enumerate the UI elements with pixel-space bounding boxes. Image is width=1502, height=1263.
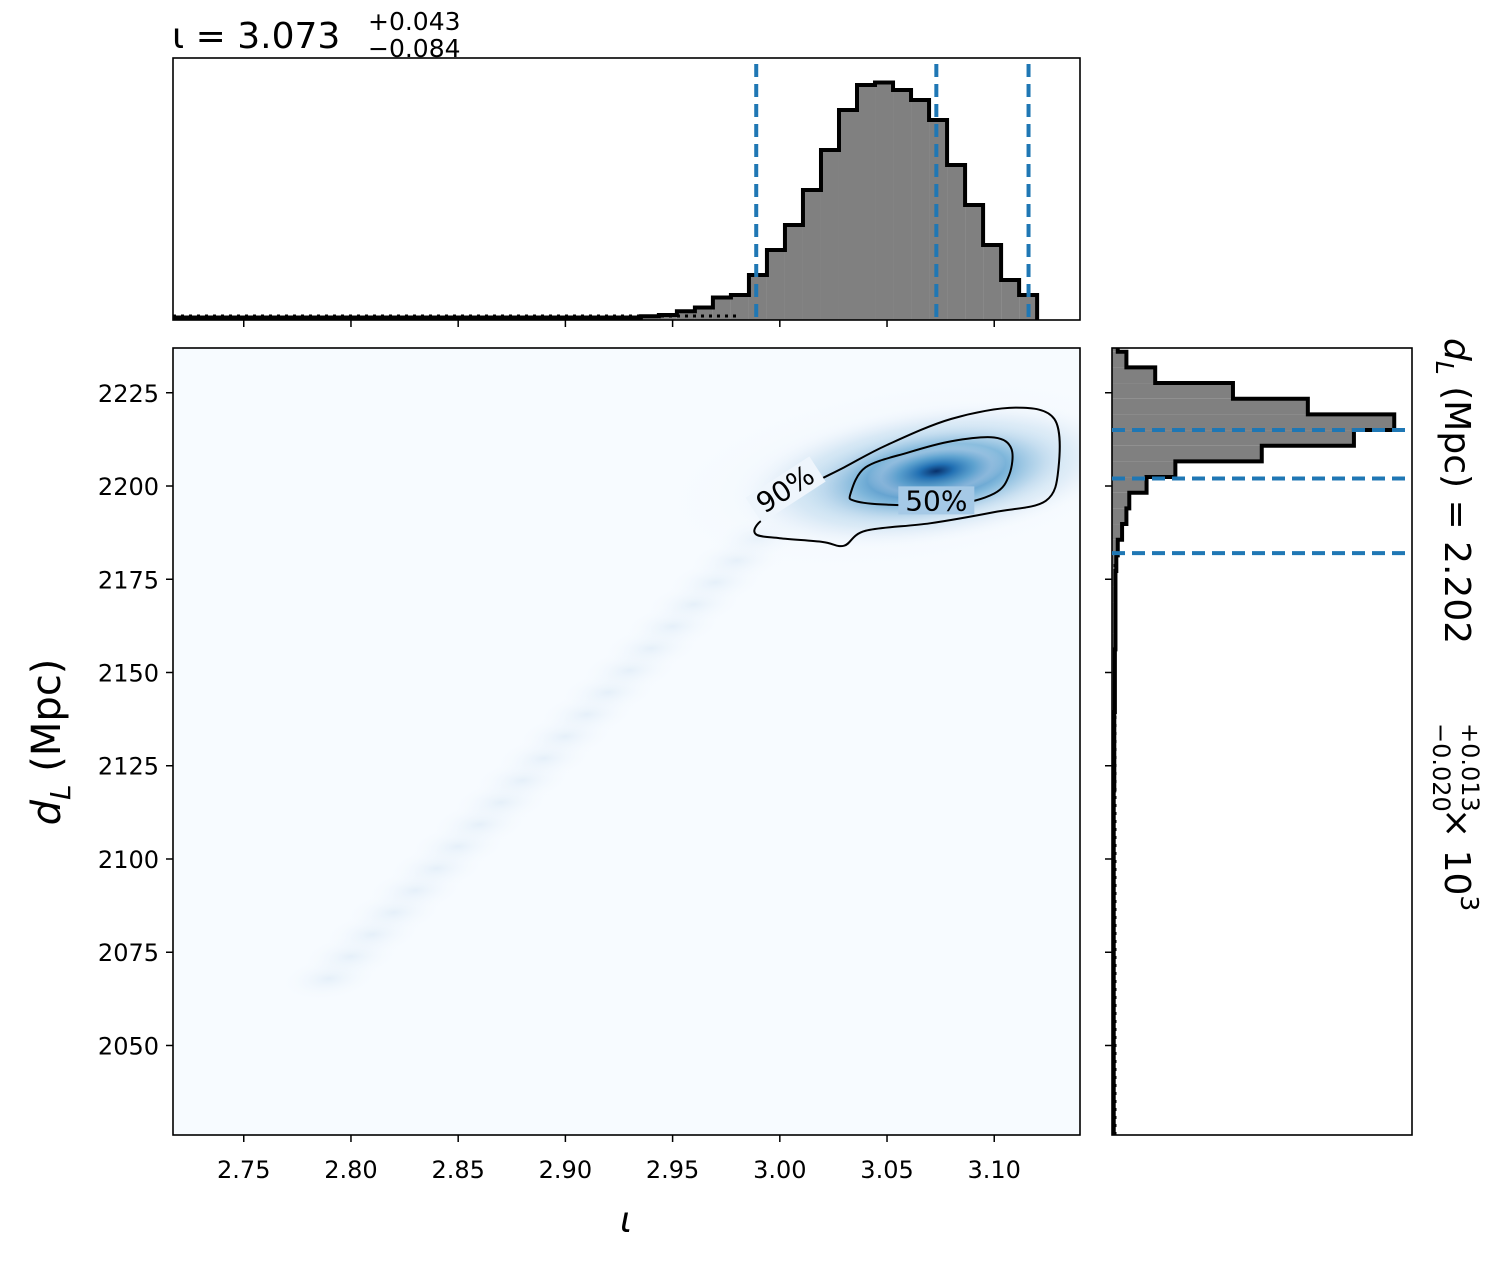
y-tick-label: 2050 [98,1032,159,1060]
top-hist-bar [911,100,930,320]
joint-ticks: 2.75 2.80 2.85 2.90 2.95 3.00 3.05 3.10 2050 2075… [98,380,1021,1184]
right-marginal-frame [1111,347,1413,1136]
right-title: dL (Mpc) = 2.202 +0.013 −0.020 × 103 [1427,338,1484,911]
joint-frame [172,347,1081,1136]
top-hist-bar [947,165,966,320]
contour-90pct [753,406,1061,548]
top-title-sup: +0.043 [368,7,461,36]
right-hist-bar [1112,508,1127,525]
y-axis-label-unit: (Mpc) [24,659,70,785]
top-hist-bar [730,295,749,320]
y-tick-label: 2100 [98,846,159,874]
top-hist-bar [965,205,984,320]
right-hist-bar [1112,398,1308,415]
y-tick-label: 2175 [98,566,159,594]
top-hist-bar [694,307,713,320]
right-title-sup: +0.013 [1456,723,1484,812]
top-marginal-frame [172,57,1081,321]
top-hist-bar [748,275,767,320]
right-hist-bar [1112,351,1127,368]
top-hist-bar [838,110,858,320]
x-tick-label: 2.80 [324,1156,377,1184]
y-tick-label: 2225 [98,380,159,408]
right-hist-bar [1112,461,1176,478]
x-tick-label: 2.90 [539,1156,592,1184]
top-hist-bar [712,297,731,320]
top-hist-bar [658,315,677,320]
top-title: ι = 3.073 [172,16,340,57]
contour-label-50-bg [898,486,975,515]
right-hist-bar [1112,414,1395,431]
x-tick-label: 2.75 [217,1156,270,1184]
right-marginal-quantile-lines [1112,428,1412,556]
x-axis-label: ι [620,1200,632,1241]
svg-text:dL (Mpc): dL (Mpc) [24,659,77,826]
top-hist-bar [857,85,876,320]
top-hist-bar [983,245,1002,320]
top-hist-bar [784,225,803,320]
right-hist-bar [1112,367,1156,384]
right-title-symbol: d [1436,338,1477,362]
x-tick-label: 2.95 [646,1156,699,1184]
right-title-exponent: 3 [1455,895,1484,911]
right-hist-bar [1112,492,1130,509]
y-tick-label: 2200 [98,473,159,501]
x-tick-label: 3.10 [968,1156,1021,1184]
contour-label-90-bg [745,456,826,523]
y-tick-label: 2075 [98,939,159,967]
top-hist-bar [820,150,839,320]
top-marginal-ticks [243,320,995,327]
joint-heatmap [279,374,1080,1002]
right-hist-bar [1112,430,1354,446]
y-axis-label-symbol: d [24,799,70,825]
x-tick-label: 3.05 [860,1156,913,1184]
y-tick-label: 2150 [98,659,159,687]
top-hist-bar [802,190,821,320]
right-marginal-ticks [1105,392,1112,1047]
top-hist-bar [875,82,894,320]
top-hist-bar [929,120,948,320]
right-title-main: (Mpc) = 2.202 [1436,375,1477,644]
right-hist-bar [1112,477,1147,493]
right-hist-bar [1112,445,1262,462]
y-axis-label-subscript: L [44,784,77,800]
x-tick-label: 2.85 [431,1156,484,1184]
top-title-main: ι = 3.073 [172,16,340,57]
right-hist-bar [1112,348,1118,352]
right-marginal-histogram [1112,348,1397,1135]
top-hist-outline [173,80,1040,320]
top-hist-bar [137,318,155,321]
right-hist-bar [1112,555,1117,572]
svg-text:× 103: × 103 [1436,808,1484,911]
right-hist-bar [1112,524,1123,540]
top-marginal-histogram [137,64,1040,321]
heatmap-peak [866,443,1006,499]
top-hist-bar [1001,280,1020,320]
x-tick-label: 3.00 [753,1156,806,1184]
top-hist-bar [766,250,785,320]
y-tick-label: 2125 [98,753,159,781]
top-hist-bar [155,318,173,321]
right-title-sub: −0.020 [1427,723,1455,812]
y-axis-label: dL (Mpc) [24,659,77,826]
contour-50pct [848,436,1014,507]
right-title-tail: × 10 [1436,808,1477,895]
top-hist-bar [893,90,912,320]
contour-label-50: 50% [905,484,967,517]
right-title-subscript: L [1430,361,1459,375]
svg-text:dL (Mpc) = 2.202: dL (Mpc) = 2.202 [1430,338,1477,644]
right-hist-bar [1112,383,1233,399]
right-hist-bar [1112,539,1118,556]
